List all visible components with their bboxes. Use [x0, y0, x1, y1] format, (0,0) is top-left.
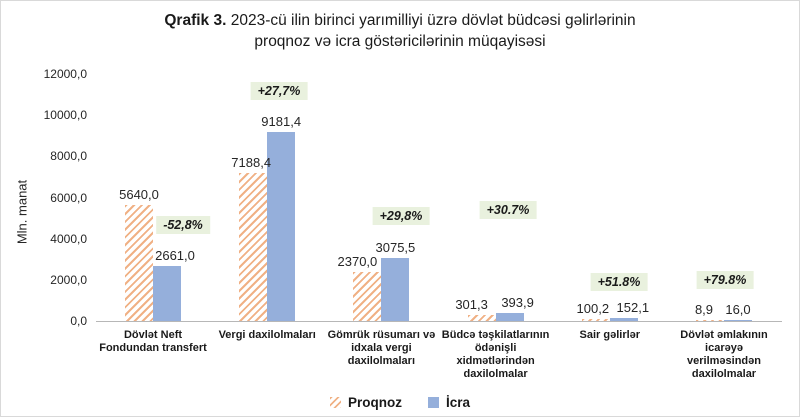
category-label-line: Gömrük rüsumarı və: [327, 329, 436, 341]
value-label-proqnoz: 5640,0: [119, 187, 159, 202]
y-tick-label: 6000,0: [50, 190, 87, 205]
category-label-line: daxilolmalar: [463, 368, 528, 380]
chart-title-line1: Qrafik 3. 2023-cü ilin birinci yarımilli…: [1, 10, 799, 31]
value-label-proqnoz: 301,3: [455, 297, 488, 312]
change-badge: +79.8%: [696, 271, 754, 289]
category-label: Sair gəlirlər: [545, 329, 675, 342]
value-label-icra: 2661,0: [155, 248, 195, 263]
bar-icra: [267, 132, 296, 321]
category-label-line: Sair gəlirlər: [579, 329, 641, 341]
value-label-proqnoz: 100,2: [576, 301, 610, 316]
change-badge: -52,8%: [156, 216, 210, 234]
bar-proqnoz: [239, 173, 268, 321]
category-label-line: ödənişli: [474, 342, 517, 354]
value-label-icra: 393,9: [501, 295, 534, 310]
bar-icra: [153, 266, 181, 321]
chart-title-prefix: Qrafik 3.: [164, 12, 227, 29]
bar-proqnoz: [467, 315, 496, 321]
solid-swatch-icon: [427, 397, 439, 408]
category-label-line: daxilolmaları: [347, 355, 416, 367]
category-label: Dövlət Neft Fondundan transfert: [88, 329, 218, 355]
legend: Proqnoz İcra: [1, 395, 799, 410]
change-badge: +29,8%: [372, 207, 430, 225]
category-label: Vergi daxilolmaları: [202, 329, 332, 342]
category-label-line: Dövlət Neft: [123, 329, 183, 341]
category-label-line: verilməsindən: [687, 355, 761, 367]
bar-icra: [495, 313, 524, 321]
category-label-line: Fondundan transfert: [99, 342, 207, 354]
value-label-icra: 152,1: [616, 300, 650, 315]
category-label-line: Vergi daxilolmaları: [218, 329, 316, 341]
category-label: Büdcə təşkilatlarının ödənişli xidmətlərin…: [431, 329, 561, 381]
value-label-icra: 16,0: [725, 302, 751, 317]
category-label-line: daxilolmalar: [691, 368, 757, 380]
bar-proqnoz: [581, 319, 610, 321]
category-label-line: xidmətlərindən: [456, 355, 535, 367]
value-label-proqnoz: 2370,0: [337, 254, 378, 269]
y-tick-label: 12000,0: [43, 67, 87, 81]
value-label-proqnoz: 8,9: [694, 302, 714, 317]
y-tick-label: 4000,0: [50, 231, 87, 246]
category-label-line: idxala vergi: [351, 342, 412, 354]
bar-icra: [381, 258, 410, 321]
category-label-line: icarəyə: [705, 342, 743, 354]
hatched-swatch-icon: [329, 397, 341, 408]
bar-icra: [609, 318, 638, 321]
x-axis-line: [96, 321, 782, 322]
chart-title-line2: proqnoz və icra göstəricilərinin müqayis…: [254, 33, 546, 50]
category-label-line: Dövlət əmlakının: [680, 329, 768, 341]
value-label-icra: 3075,5: [375, 240, 416, 255]
legend-label-proqnoz: Proqnoz: [347, 395, 402, 410]
change-badge: +30.7%: [479, 201, 537, 219]
category-label: Dövlət əmlakının icarəyə verilməsindən daxi…: [659, 329, 789, 381]
legend-label-icra: İcra: [445, 395, 471, 410]
y-tick-label: 0,0: [70, 314, 87, 328]
change-badge: +51.8%: [590, 273, 648, 291]
legend-item-proqnoz: Proqnoz: [329, 395, 402, 410]
legend-item-icra: İcra: [427, 395, 471, 410]
bar-proqnoz: [353, 272, 382, 321]
value-label-icra: 9181,4: [261, 114, 302, 129]
category-label: Gömrük rüsumarı və idxala vergi daxilolmal…: [316, 329, 446, 368]
change-badge: +27,7%: [250, 82, 308, 100]
y-tick-label: 10000,0: [43, 108, 87, 123]
bar-icra: [724, 320, 752, 321]
bar-proqnoz: [696, 320, 724, 321]
y-tick-label: 2000,0: [50, 272, 87, 287]
bar-proqnoz: [125, 205, 153, 321]
category-label-line: Büdcə təşkilatlarının: [441, 329, 550, 341]
value-label-proqnoz: 7188,4: [231, 155, 272, 170]
y-tick-label: 8000,0: [50, 149, 87, 164]
chart-title: Qrafik 3. 2023-cü ilin birinci yarımilli…: [1, 10, 799, 52]
chart-title-line1-rest: 2023-cü ilin birinci yarımilliyi üzrə dö…: [226, 12, 636, 29]
